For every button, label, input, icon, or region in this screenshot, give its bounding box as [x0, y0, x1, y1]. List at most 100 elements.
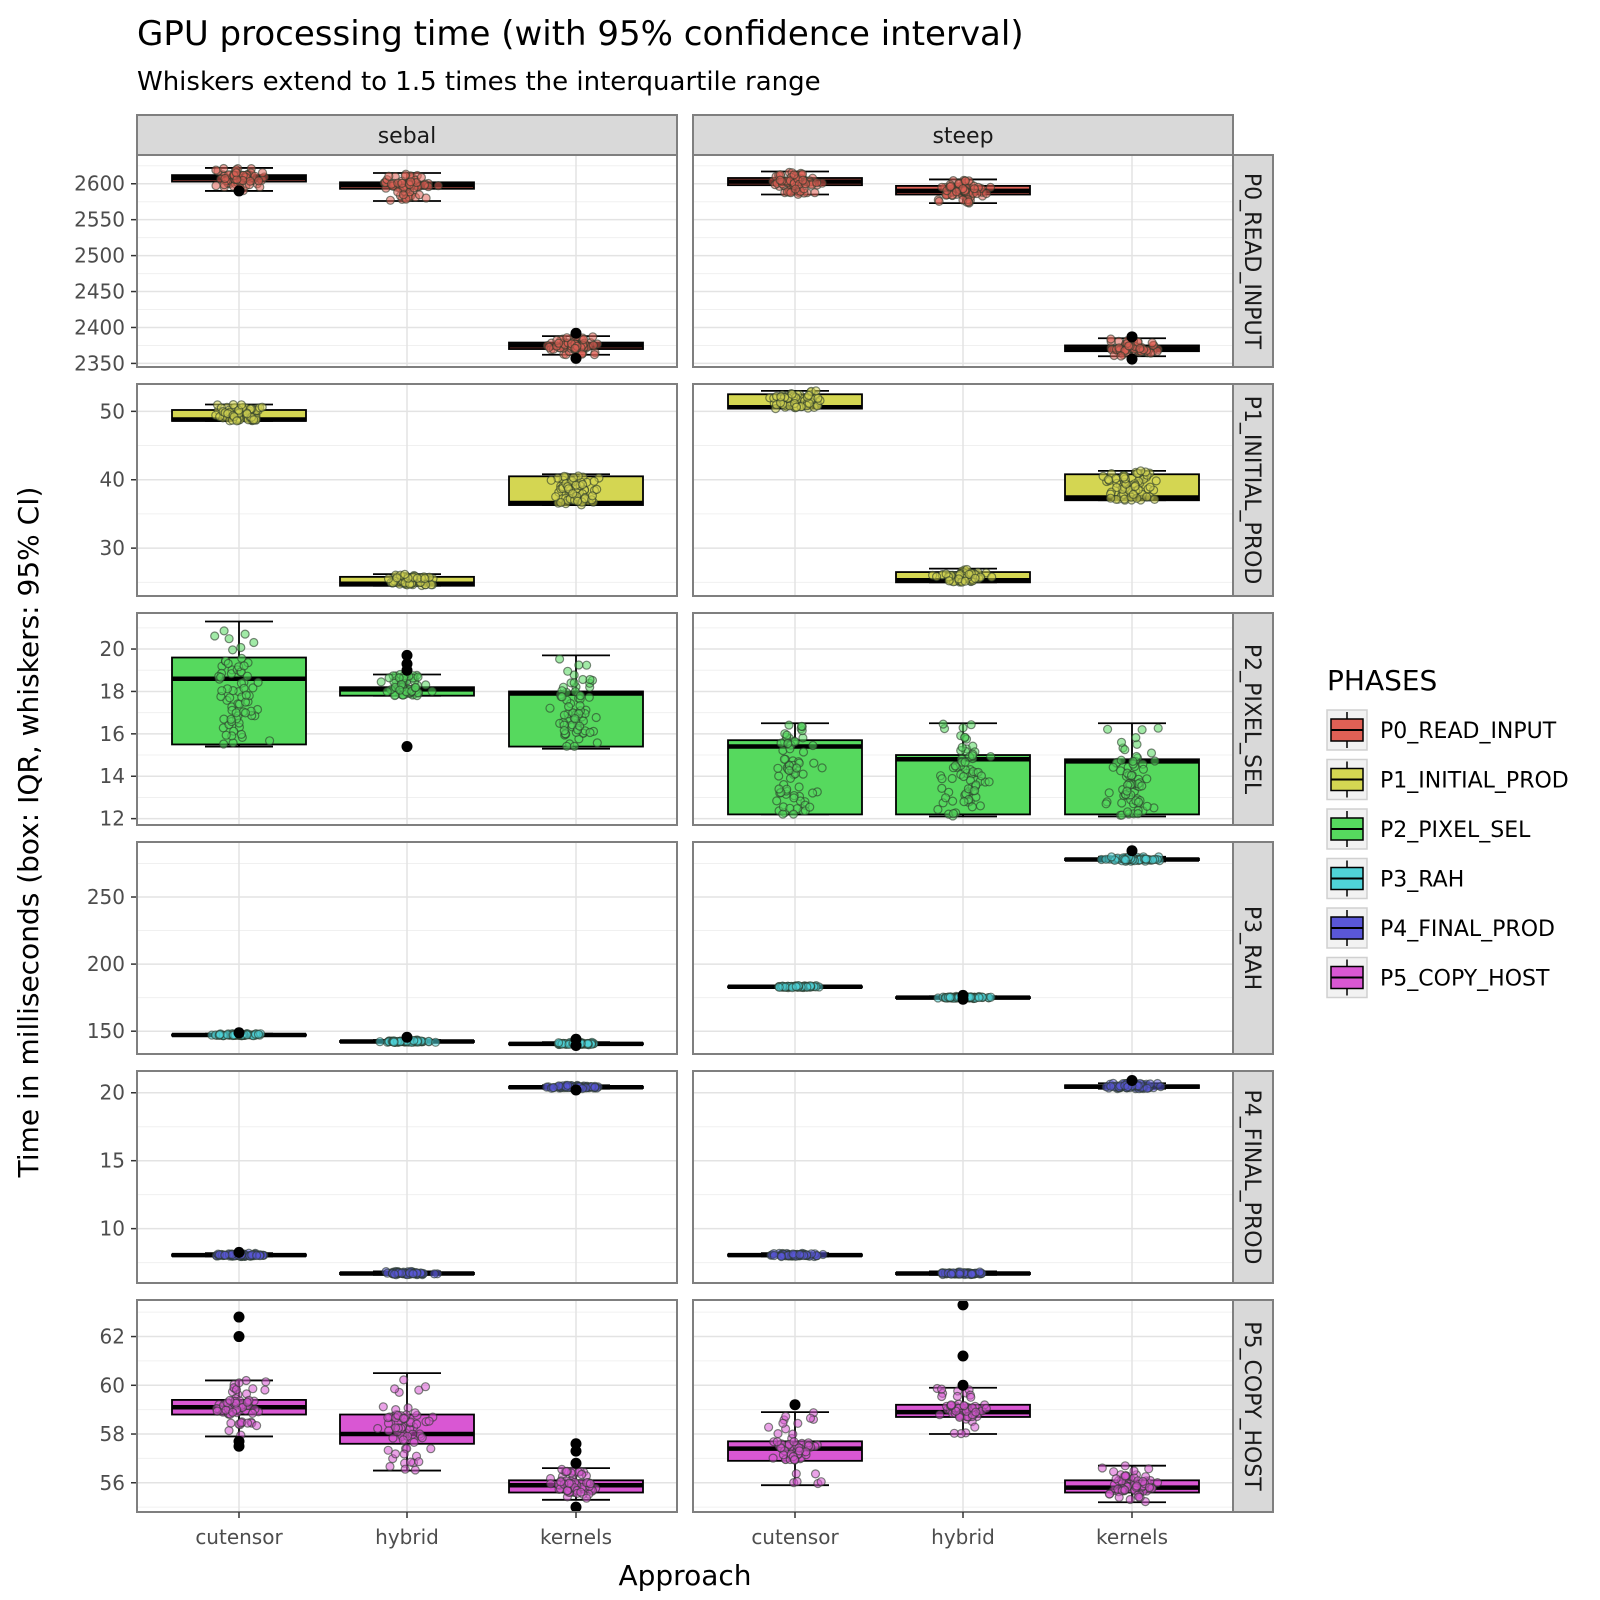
jitter-point	[975, 1267, 985, 1277]
jitter-point	[952, 1391, 963, 1402]
jitter-point	[789, 793, 799, 803]
jitter-point	[774, 784, 784, 794]
box-steep-p3_rah-hybrid	[895, 989, 1031, 1005]
jitter-point	[772, 796, 782, 806]
jitter-point	[798, 769, 808, 779]
panel-steep-p1_initial_prod	[692, 383, 1234, 597]
panel-border	[692, 154, 1234, 368]
jitter-point	[1144, 1482, 1155, 1493]
jitter-point	[768, 1453, 778, 1463]
y-tick-label: 2550	[74, 208, 125, 232]
jitter-point	[426, 1444, 436, 1454]
legend-label: P2_PIXEL_SEL	[1380, 818, 1531, 843]
box-sebal-p2_pixel_sel-kernels	[508, 654, 644, 752]
y-tick-label: 2350	[74, 351, 125, 375]
x-tick-label: kernels	[1096, 1525, 1168, 1549]
panel-steep-p3_rah	[692, 841, 1234, 1055]
jitter-point	[936, 1384, 947, 1394]
jitter-point	[221, 730, 231, 740]
jitter-point	[587, 491, 598, 501]
y-tick-label: 10	[100, 1217, 125, 1241]
jitter-point	[789, 1437, 799, 1447]
jitter-point	[411, 682, 421, 693]
jitter-point	[240, 708, 251, 718]
box-sebal-p5_copy_host-hybrid	[339, 1372, 475, 1475]
jitter-point	[563, 1080, 573, 1090]
jitter-point	[1111, 1474, 1121, 1484]
legend-item-p3_rah: P3_RAH	[1326, 857, 1464, 900]
jitter-point	[240, 629, 250, 639]
x-axis-title: Approach	[618, 1559, 751, 1592]
jitter-point	[1126, 770, 1137, 781]
y-tick-label: 150	[87, 1019, 125, 1043]
panel-steep-p0_read_input	[692, 154, 1234, 368]
jitter-point	[384, 171, 394, 181]
jitter-point	[574, 721, 585, 731]
x-tick-label: cutensor	[195, 1525, 283, 1549]
jitter-point	[987, 572, 997, 582]
jitter-point	[793, 1418, 803, 1429]
panel-sebal-p2_pixel_sel	[136, 612, 678, 826]
y-tick-label: 30	[100, 536, 125, 560]
jitter-point	[568, 489, 578, 499]
jitter-point	[791, 763, 802, 773]
jitter-point	[579, 334, 589, 344]
y-tick-label: 200	[87, 952, 125, 976]
jitter-point	[265, 736, 275, 746]
jitter-point	[775, 175, 785, 185]
jitter-point	[963, 197, 974, 207]
jitter-point	[812, 178, 822, 188]
jitter-point	[234, 1378, 244, 1388]
jitter-point	[937, 783, 947, 794]
jitter-point	[424, 1416, 434, 1426]
jitter-point	[1102, 724, 1113, 734]
outlier-point	[957, 993, 969, 1005]
x-tick-label: hybrid	[375, 1525, 439, 1549]
jitter-point	[981, 1403, 991, 1414]
jitter-point	[772, 1437, 782, 1447]
jitter-point	[951, 187, 962, 197]
jitter-point	[556, 497, 566, 508]
jitter-point	[789, 1455, 800, 1465]
jitter-point	[776, 1251, 787, 1262]
jitter-point	[562, 333, 572, 343]
jitter-point	[810, 1469, 821, 1479]
jitter-point	[225, 1395, 235, 1406]
jitter-point	[219, 739, 229, 749]
jitter-point	[590, 1082, 600, 1093]
jitter-point	[226, 714, 236, 725]
jitter-point	[933, 804, 943, 815]
jitter-point	[420, 573, 430, 584]
row-strip-p5_copy_host	[1232, 1299, 1274, 1513]
box-sebal-p3_rah-hybrid	[339, 1031, 475, 1048]
x-tick-label: hybrid	[931, 1525, 995, 1549]
jitter-point	[955, 1269, 965, 1279]
y-tick-label: 250	[87, 885, 125, 909]
jitter-point	[817, 763, 827, 773]
jitter-point	[257, 402, 267, 412]
jitter-point	[553, 1038, 564, 1048]
jitter-point	[1101, 799, 1111, 809]
y-tick-label: 58	[100, 1422, 125, 1446]
jitter-point	[1138, 764, 1149, 774]
panel-border	[136, 154, 678, 368]
outlier-point	[570, 352, 582, 364]
jitter-point	[788, 1429, 798, 1439]
jitter-point	[986, 992, 996, 1002]
jitter-point	[808, 740, 818, 751]
jitter-point	[577, 479, 588, 490]
jitter-point	[243, 1418, 253, 1428]
jitter-point	[969, 786, 980, 796]
outlier-point	[570, 1040, 582, 1052]
jitter-point	[1146, 748, 1157, 758]
jitter-point	[816, 1477, 826, 1487]
outlier-point	[570, 1084, 582, 1096]
outlier-point	[957, 1350, 969, 1362]
panel-border	[136, 1070, 678, 1284]
column-strip-label-sebal: sebal	[378, 124, 437, 149]
chart-subtitle: Whiskers extend to 1.5 times the interqu…	[137, 67, 821, 97]
jitter-point	[959, 796, 969, 807]
y-tick-label: 62	[100, 1325, 125, 1349]
jitter-point	[576, 1487, 586, 1497]
box-sebal-p1_initial_prod-hybrid	[339, 569, 475, 591]
